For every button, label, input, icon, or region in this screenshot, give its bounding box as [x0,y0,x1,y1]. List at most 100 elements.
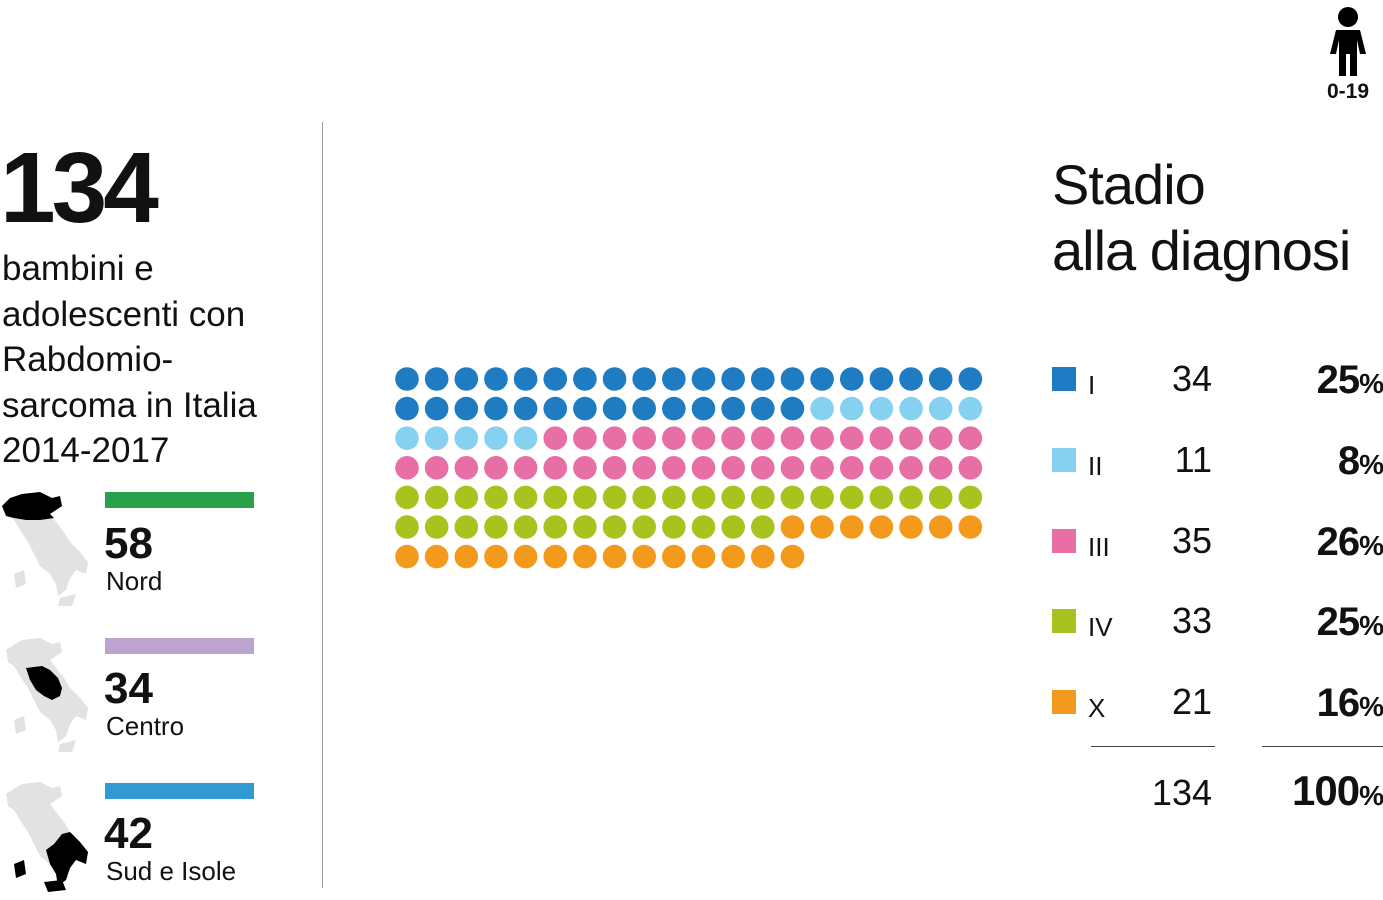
waffle-dot-stage-i [454,396,479,421]
italy-map-south-icon [6,782,88,892]
region-bar-south [105,783,254,799]
waffle-dot-stage-iv [573,485,597,510]
legend-swatch [1052,367,1076,391]
legend-row: I 34 25% [1052,358,1383,408]
waffle-dot-stage-x [751,544,775,569]
chart-title-line: Stadio [1052,153,1206,216]
italy-map-north-icon [2,492,88,606]
waffle-dot-stage-i [662,396,686,421]
waffle-dot-stage-iv [662,515,686,539]
legend-percentage: 16% [1316,681,1383,725]
waffle-dot-stage-i [721,396,745,421]
legend-count: 11 [1174,439,1212,480]
waffle-dot-stage-x [395,544,419,569]
waffle-dot-stage-i [780,396,805,421]
waffle-dot-stage-iii [721,456,745,480]
waffle-dot-stage-i [869,367,894,391]
waffle-dot-stage-iv [899,485,923,510]
waffle-dot-stage-x [928,515,953,539]
waffle-dot-stage-iv [662,485,686,510]
waffle-dot-stage-iv [810,485,834,510]
waffle-dot-stage-i [424,367,449,391]
summary-line: adolescenti con [2,294,246,334]
waffle-dot-stage-iii [573,456,597,480]
region-name: Nord [106,566,163,596]
waffle-dot-stage-x [780,515,805,539]
waffle-dot-stage-i [484,396,508,421]
waffle-dot-stage-i [573,367,597,391]
total-divider [1091,746,1215,747]
waffle-chart [395,367,983,569]
waffle-dot-stage-iv [573,515,597,539]
waffle-dot-stage-ii [513,426,538,450]
waffle-dot-stage-iv [484,485,508,510]
waffle-dot-stage-iii [958,456,983,480]
legend-percentage: 8% [1337,439,1383,483]
waffle-dot-stage-i [602,396,627,421]
waffle-dot-stage-iv [928,485,953,510]
summary-line: Rabdomio- [2,340,174,379]
waffle-dot-stage-iv [454,485,479,510]
waffle-dot-stage-iii [928,456,953,480]
waffle-dot-stage-iii [602,426,627,450]
waffle-dot-stage-iv [958,485,983,510]
waffle-dot-stage-i [691,367,716,391]
waffle-dot-stage-iv [780,485,805,510]
waffle-dot-stage-ii [810,396,834,421]
waffle-dot-stage-iv [424,515,449,539]
waffle-dot-stage-x [543,544,568,569]
summary-line: sarcoma in Italia [2,385,257,425]
region-value: 34 [104,664,153,713]
waffle-dot-stage-iv [839,485,864,510]
waffle-dot-stage-iv [691,515,716,539]
waffle-dot-stage-i [454,367,479,391]
waffle-dot-stage-x [424,544,449,569]
waffle-dot-stage-iii [869,456,894,480]
waffle-dot-stage-iv [543,515,568,539]
legend-count: 35 [1171,520,1212,561]
waffle-dot-stage-iii [958,426,983,450]
waffle-dot-stage-i [780,367,805,391]
summary-description: bambini e adolescenti con Rabdomio- sarc… [2,246,302,474]
waffle-dot-stage-iv [602,515,627,539]
waffle-dot-stage-iv [721,485,745,510]
waffle-dot-stage-iv [513,485,538,510]
waffle-dot-stage-i [513,367,538,391]
waffle-dot-stage-iii [810,426,834,450]
waffle-dot-stage-iii [513,456,538,480]
legend-total-count: 134 [1151,772,1212,813]
waffle-dot-stage-x [632,544,656,569]
waffle-dot-stage-i [810,367,834,391]
waffle-dot-stage-iii [662,426,686,450]
waffle-dot-stage-i [395,367,419,391]
italy-map-center-icon [6,638,88,752]
waffle-dot-stage-iii [899,456,923,480]
waffle-dot-stage-iv [751,485,775,510]
waffle-dot-stage-iv [484,515,508,539]
region-name: Centro [106,711,185,741]
waffle-dot-stage-iii [928,426,953,450]
waffle-dot-stage-ii [839,396,864,421]
waffle-dot-stage-iii [543,456,568,480]
waffle-dot-stage-i [632,396,656,421]
waffle-dot-stage-x [513,544,538,569]
waffle-dot-stage-i [958,367,983,391]
region-bar-center [105,638,254,654]
waffle-dot-stage-iii [573,426,597,450]
waffle-dot-stage-iv [632,485,656,510]
waffle-dot-stage-iv [395,485,419,510]
waffle-dot-stage-x [454,544,479,569]
legend-row: II 11 8% [1052,439,1383,489]
waffle-dot-stage-iii [543,426,568,450]
waffle-dot-stage-i [691,396,716,421]
waffle-dot-stage-iii [780,456,805,480]
summary-line: bambini e [2,249,154,288]
legend-label: II [1088,451,1103,481]
waffle-dot-stage-iii [454,456,479,480]
chart-title-line: alla diagnosi [1052,219,1351,282]
legend-row: IV 33 25% [1052,600,1383,650]
waffle-dot-stage-iii [691,456,716,480]
waffle-dot-stage-iii [899,426,923,450]
waffle-dot-stage-x [691,544,716,569]
waffle-dot-stage-i [899,367,923,391]
